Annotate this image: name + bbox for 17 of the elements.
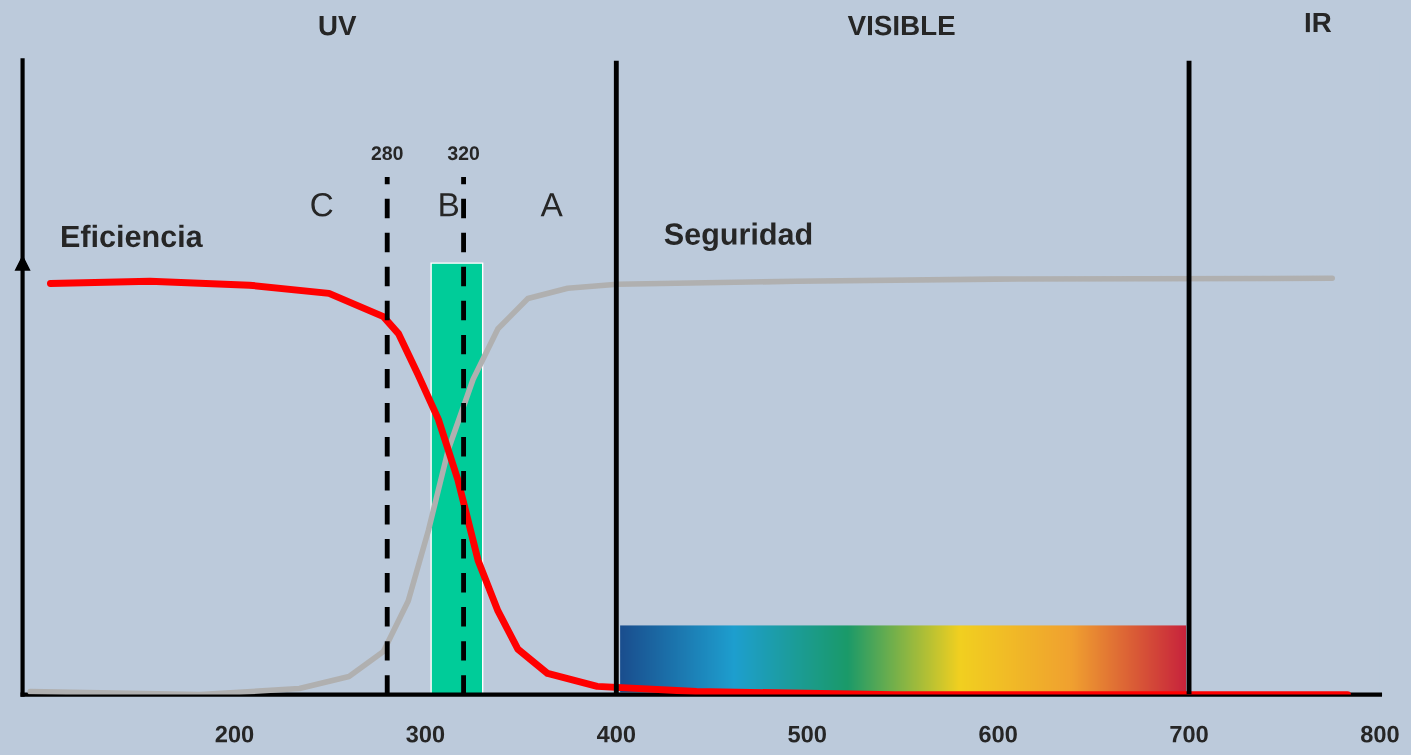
text: VISIBLE [847,15,955,36]
x-tick-label: 400 [596,725,636,743]
ref-line-label: 280 [371,146,403,161]
x-tick-label: 500 [788,725,826,743]
text: B [440,193,459,217]
series-label: Eficiencia [62,224,203,248]
text: UV [319,16,357,36]
x-tick-label: 700 [1170,725,1208,743]
text: C [311,192,333,217]
x-tick-label: 300 [406,725,445,743]
text: IR [1305,12,1332,33]
series-label: Seguridad [664,222,812,252]
ref-line-label: 320 [447,146,480,161]
text: A [540,193,563,217]
x-tick-label: 600 [979,725,1017,743]
x-tick-label: 200 [215,725,254,743]
x-tick-label: 800 [1361,725,1399,743]
